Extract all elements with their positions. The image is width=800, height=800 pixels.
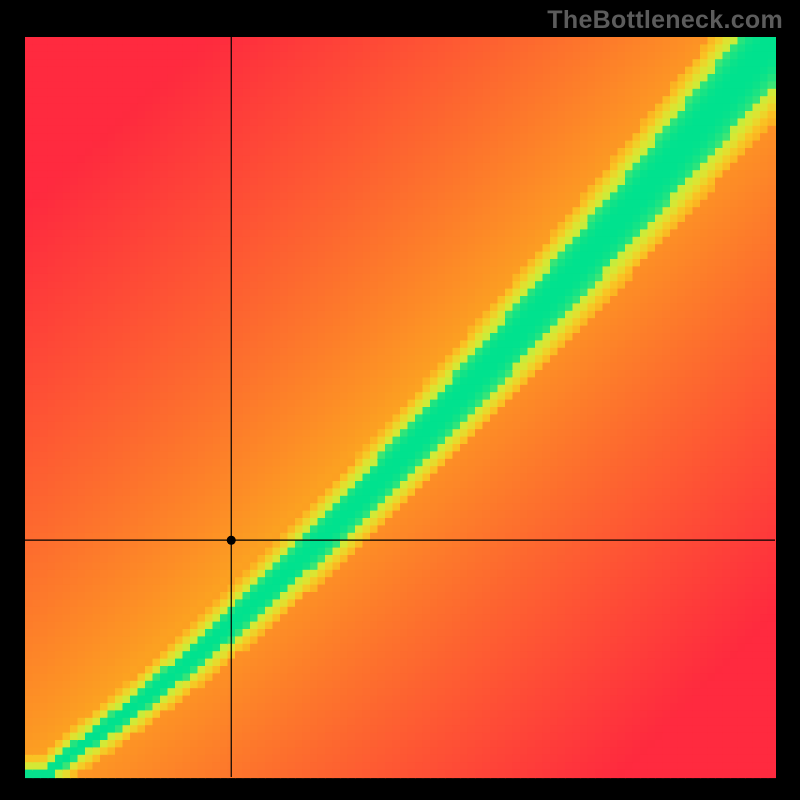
chart-container: TheBottleneck.com xyxy=(0,0,800,800)
watermark-text: TheBottleneck.com xyxy=(547,6,783,35)
heatmap-canvas xyxy=(0,0,800,800)
